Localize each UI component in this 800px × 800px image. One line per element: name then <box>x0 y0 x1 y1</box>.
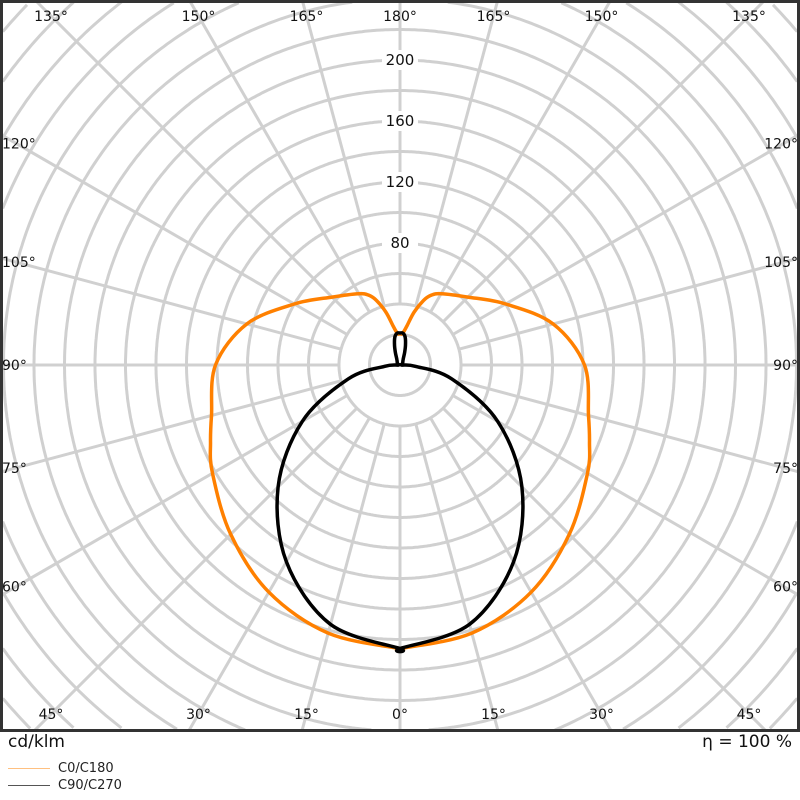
grid-ring <box>2 2 798 730</box>
angle-label: 90° <box>773 358 798 374</box>
grid-spoke <box>452 133 798 336</box>
grid-ring <box>2 2 798 730</box>
angle-label: 30° <box>186 707 211 723</box>
grid-spoke <box>2 133 348 336</box>
grid-spoke <box>458 379 798 474</box>
angle-label: 120° <box>764 136 798 152</box>
legend-label: C0/C180 <box>58 761 114 776</box>
efficiency-label: η = 100 % <box>702 732 792 752</box>
grid-spoke <box>458 256 798 351</box>
grid-ring <box>368 333 432 397</box>
angle-label: 165° <box>477 9 511 25</box>
grid-spoke <box>429 417 613 730</box>
grid-spoke <box>2 394 348 597</box>
radial-label-bg <box>382 233 418 253</box>
angle-label: 75° <box>2 461 27 477</box>
radial-tick-label: 160 <box>386 112 415 130</box>
angle-label: 150° <box>585 9 619 25</box>
legend-swatch-orange <box>8 767 50 770</box>
grid-spoke <box>300 423 386 730</box>
grid-ring <box>2 3 798 730</box>
angle-label: 150° <box>182 9 216 25</box>
radial-tick-label: 120 <box>386 173 415 191</box>
angle-label: 165° <box>290 9 324 25</box>
radial-tick-label: 80 <box>390 234 409 252</box>
grid-ring <box>32 2 768 730</box>
angle-label: 15° <box>294 707 319 723</box>
unit-label: cd/klm <box>8 732 65 752</box>
grid-ring <box>2 2 798 729</box>
plot-frame <box>0 0 800 732</box>
angle-label: 75° <box>773 461 798 477</box>
grid-spoke <box>414 423 500 730</box>
radial-label-bg <box>382 50 418 70</box>
angle-label: 105° <box>2 255 36 271</box>
radial-tick-label: 200 <box>386 51 415 69</box>
grid-spoke <box>2 256 342 351</box>
grid-spoke <box>189 2 371 313</box>
angle-label: 105° <box>764 255 798 271</box>
angle-label: 120° <box>2 136 36 152</box>
angle-label: 135° <box>34 9 68 25</box>
angle-label: 135° <box>732 9 766 25</box>
legend-label: C90/C270 <box>58 778 122 793</box>
polar-light-distribution-chart: 80 120 160 200 135° 150° 165° 180° 165° 150° 135°… <box>0 0 800 732</box>
radial-label-bg <box>382 172 418 192</box>
angle-label: 0° <box>392 707 408 723</box>
angle-label: 180° <box>383 9 417 25</box>
grid-spoke <box>442 407 767 730</box>
angle-label: 30° <box>589 707 614 723</box>
grid-spoke <box>429 2 611 313</box>
legend-item-c0-c180: C0/C180 <box>8 760 122 777</box>
angle-label: 90° <box>2 358 27 374</box>
grid-spoke <box>2 379 342 474</box>
legend-swatch-black <box>8 784 50 787</box>
angle-label: 60° <box>2 580 27 596</box>
legend-item-c90-c270: C90/C270 <box>8 777 122 794</box>
angle-label: 45° <box>39 707 64 723</box>
grid-spoke <box>35 2 358 323</box>
grid-spoke <box>442 2 765 323</box>
angle-label: 45° <box>737 707 762 723</box>
grid-spoke <box>452 394 798 597</box>
series-curve-c90-c270 <box>275 331 525 654</box>
grid-spoke <box>187 417 371 730</box>
grid-spoke <box>301 2 386 307</box>
angle-label: 60° <box>773 580 798 596</box>
grid-spoke <box>414 2 499 307</box>
angle-label: 15° <box>481 707 506 723</box>
legend: C0/C180 C90/C270 <box>8 760 122 794</box>
radial-label-bg <box>382 111 418 131</box>
grid-spoke <box>33 407 358 730</box>
